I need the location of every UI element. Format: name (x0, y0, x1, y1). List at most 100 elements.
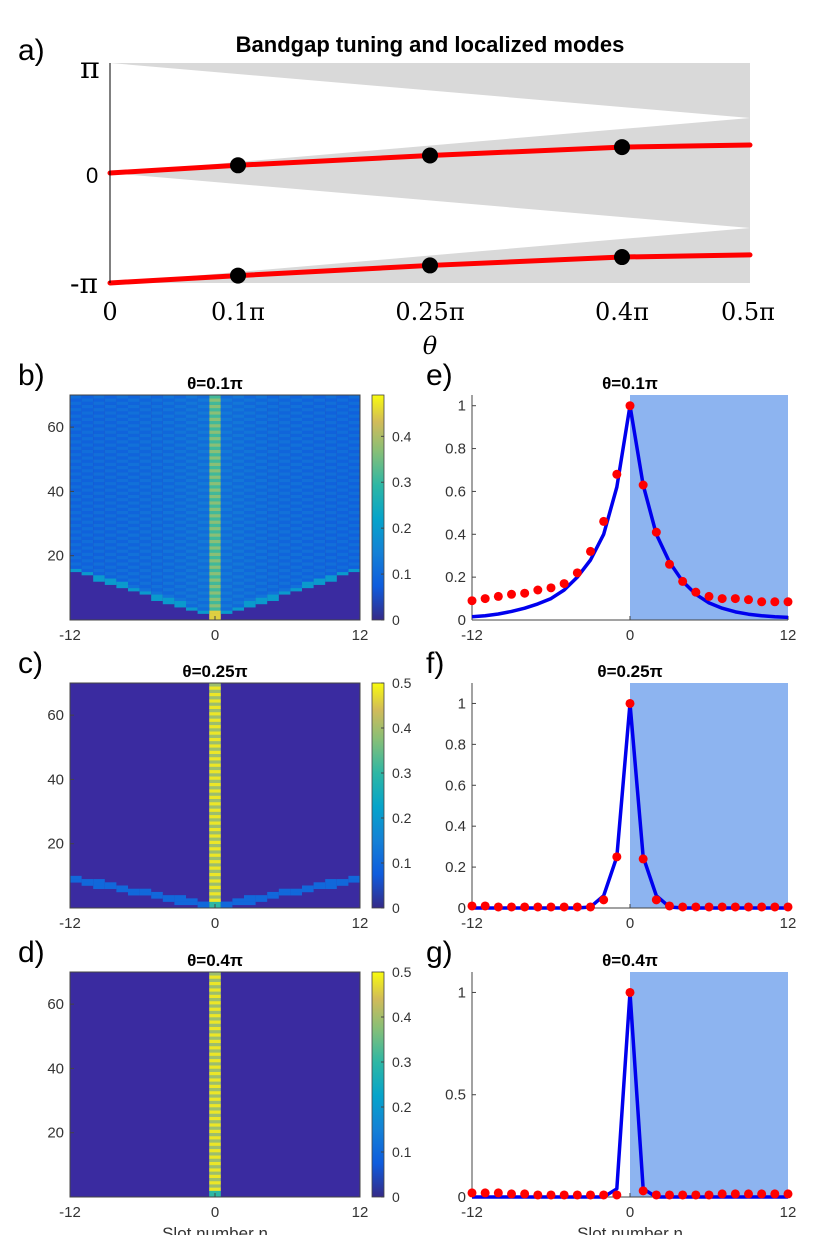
heatmap-cell (302, 446, 314, 450)
heatmap-cell (174, 395, 186, 399)
heatmap-cell (174, 591, 186, 595)
heatmap-cell (313, 456, 326, 460)
heatmap-cell (116, 411, 128, 415)
heatmap-cell (162, 414, 175, 418)
heatmap-cell (186, 607, 198, 611)
heatmap-cell (151, 558, 163, 563)
heatmap-cell (232, 440, 244, 444)
heatmap-cell (174, 513, 186, 518)
heatmap-center-cell (209, 699, 221, 703)
heatmap-cell (197, 594, 210, 598)
heatmap-wavefront-cell (325, 879, 337, 883)
heatmap-cell (81, 468, 94, 473)
heatmap-cell (313, 581, 326, 585)
heatmap-cell (313, 433, 326, 438)
heatmap-cell (139, 533, 152, 537)
simulation-point (730, 594, 740, 604)
heatmap-cell (313, 468, 326, 473)
heatmap-cell (336, 552, 349, 557)
heatmap-cell (104, 520, 117, 524)
heatmap-cell (197, 446, 210, 450)
heatmap-cell (70, 549, 82, 553)
heatmap-cell (186, 459, 198, 463)
heatmap-cell (128, 542, 140, 547)
heatmap-cell (81, 427, 94, 431)
heatmap-cell (151, 568, 163, 573)
heatmap-wavefront-cell (116, 888, 128, 893)
simulation-point (533, 585, 543, 595)
heatmap-cell (128, 407, 140, 412)
heatmap-center-cell (209, 891, 221, 896)
y-tick-label: 20 (47, 1125, 64, 1142)
heatmap-cell (232, 414, 244, 418)
heatmap-cell (128, 485, 140, 489)
heatmap-cell (313, 430, 326, 434)
simulation-point (612, 469, 622, 479)
heatmap-cell (151, 411, 163, 415)
heatmap-cell (267, 584, 279, 589)
heatmap-cell (313, 427, 326, 431)
simulation-point (520, 1189, 530, 1199)
heatmap-cell (162, 494, 175, 499)
heatmap-cell (244, 456, 256, 460)
heatmap-center-cell (209, 840, 221, 845)
heatmap-cell (255, 549, 268, 553)
heatmap-cell (139, 555, 152, 560)
heatmap-cell (197, 539, 210, 544)
heatmap-cell (325, 443, 337, 447)
heatmap-cell (139, 581, 152, 585)
heatmap-cell (162, 488, 175, 492)
heatmap-cell (104, 501, 117, 505)
heatmap-cell (232, 395, 244, 399)
heatmap-wavefront-cell (244, 898, 256, 902)
heatmap-cell (70, 491, 82, 495)
figure-title: Bandgap tuning and localized modes (236, 32, 625, 57)
heatmap-center-cell (209, 475, 221, 479)
heatmap-cell (255, 472, 268, 476)
heatmap-cell (128, 465, 140, 470)
heatmap-cell (220, 584, 233, 589)
heatmap-cell (174, 398, 186, 402)
heatmap-cell (255, 562, 268, 566)
heatmap-cell (186, 494, 198, 499)
heatmap-cell (325, 468, 337, 473)
heatmap-cell (197, 546, 210, 550)
heatmap-cell (186, 456, 198, 460)
y-tick-label: 0.8 (445, 441, 466, 458)
heatmap-cell (255, 494, 268, 499)
heatmap-cell (116, 571, 128, 576)
x-tick-label: 0 (211, 915, 219, 932)
heatmap-cell (290, 472, 302, 476)
heatmap-cell (232, 520, 244, 524)
heatmap-cell (139, 449, 152, 454)
heatmap-center-cell (209, 465, 221, 470)
heatmap-center-cell (209, 584, 221, 589)
heatmap-cell (197, 558, 210, 563)
heatmap-cell (186, 423, 198, 428)
heatmap-cell (81, 552, 94, 557)
heatmap-cell (278, 423, 291, 428)
heatmap-cell (232, 456, 244, 460)
heatmap-cell (267, 401, 279, 405)
heatmap-cell (139, 491, 152, 495)
x-tick-0.25pi: 0.25π (395, 298, 464, 326)
heatmap-cell (220, 452, 233, 457)
heatmap-cell (336, 494, 349, 499)
colorbar-tick-label: 0 (392, 900, 400, 916)
x-tick-label: 12 (780, 627, 797, 644)
heatmap-cell (255, 465, 268, 470)
heatmap-cell (197, 398, 210, 402)
heatmap-wavefront-cell (174, 901, 186, 906)
heatmap-cell (290, 465, 302, 470)
heatmap-cell (139, 465, 152, 470)
heatmap-cell (290, 401, 302, 405)
simulation-point (717, 1189, 727, 1199)
heatmap-cell (302, 462, 314, 467)
heatmap-cell (162, 536, 175, 540)
heatmap-center-cell (209, 468, 221, 473)
heatmap-cell (244, 526, 256, 531)
heatmap-cell (104, 578, 117, 582)
heatmap-center-cell (209, 760, 221, 764)
heatmap-cell (128, 440, 140, 444)
heatmap-cell (232, 600, 244, 605)
